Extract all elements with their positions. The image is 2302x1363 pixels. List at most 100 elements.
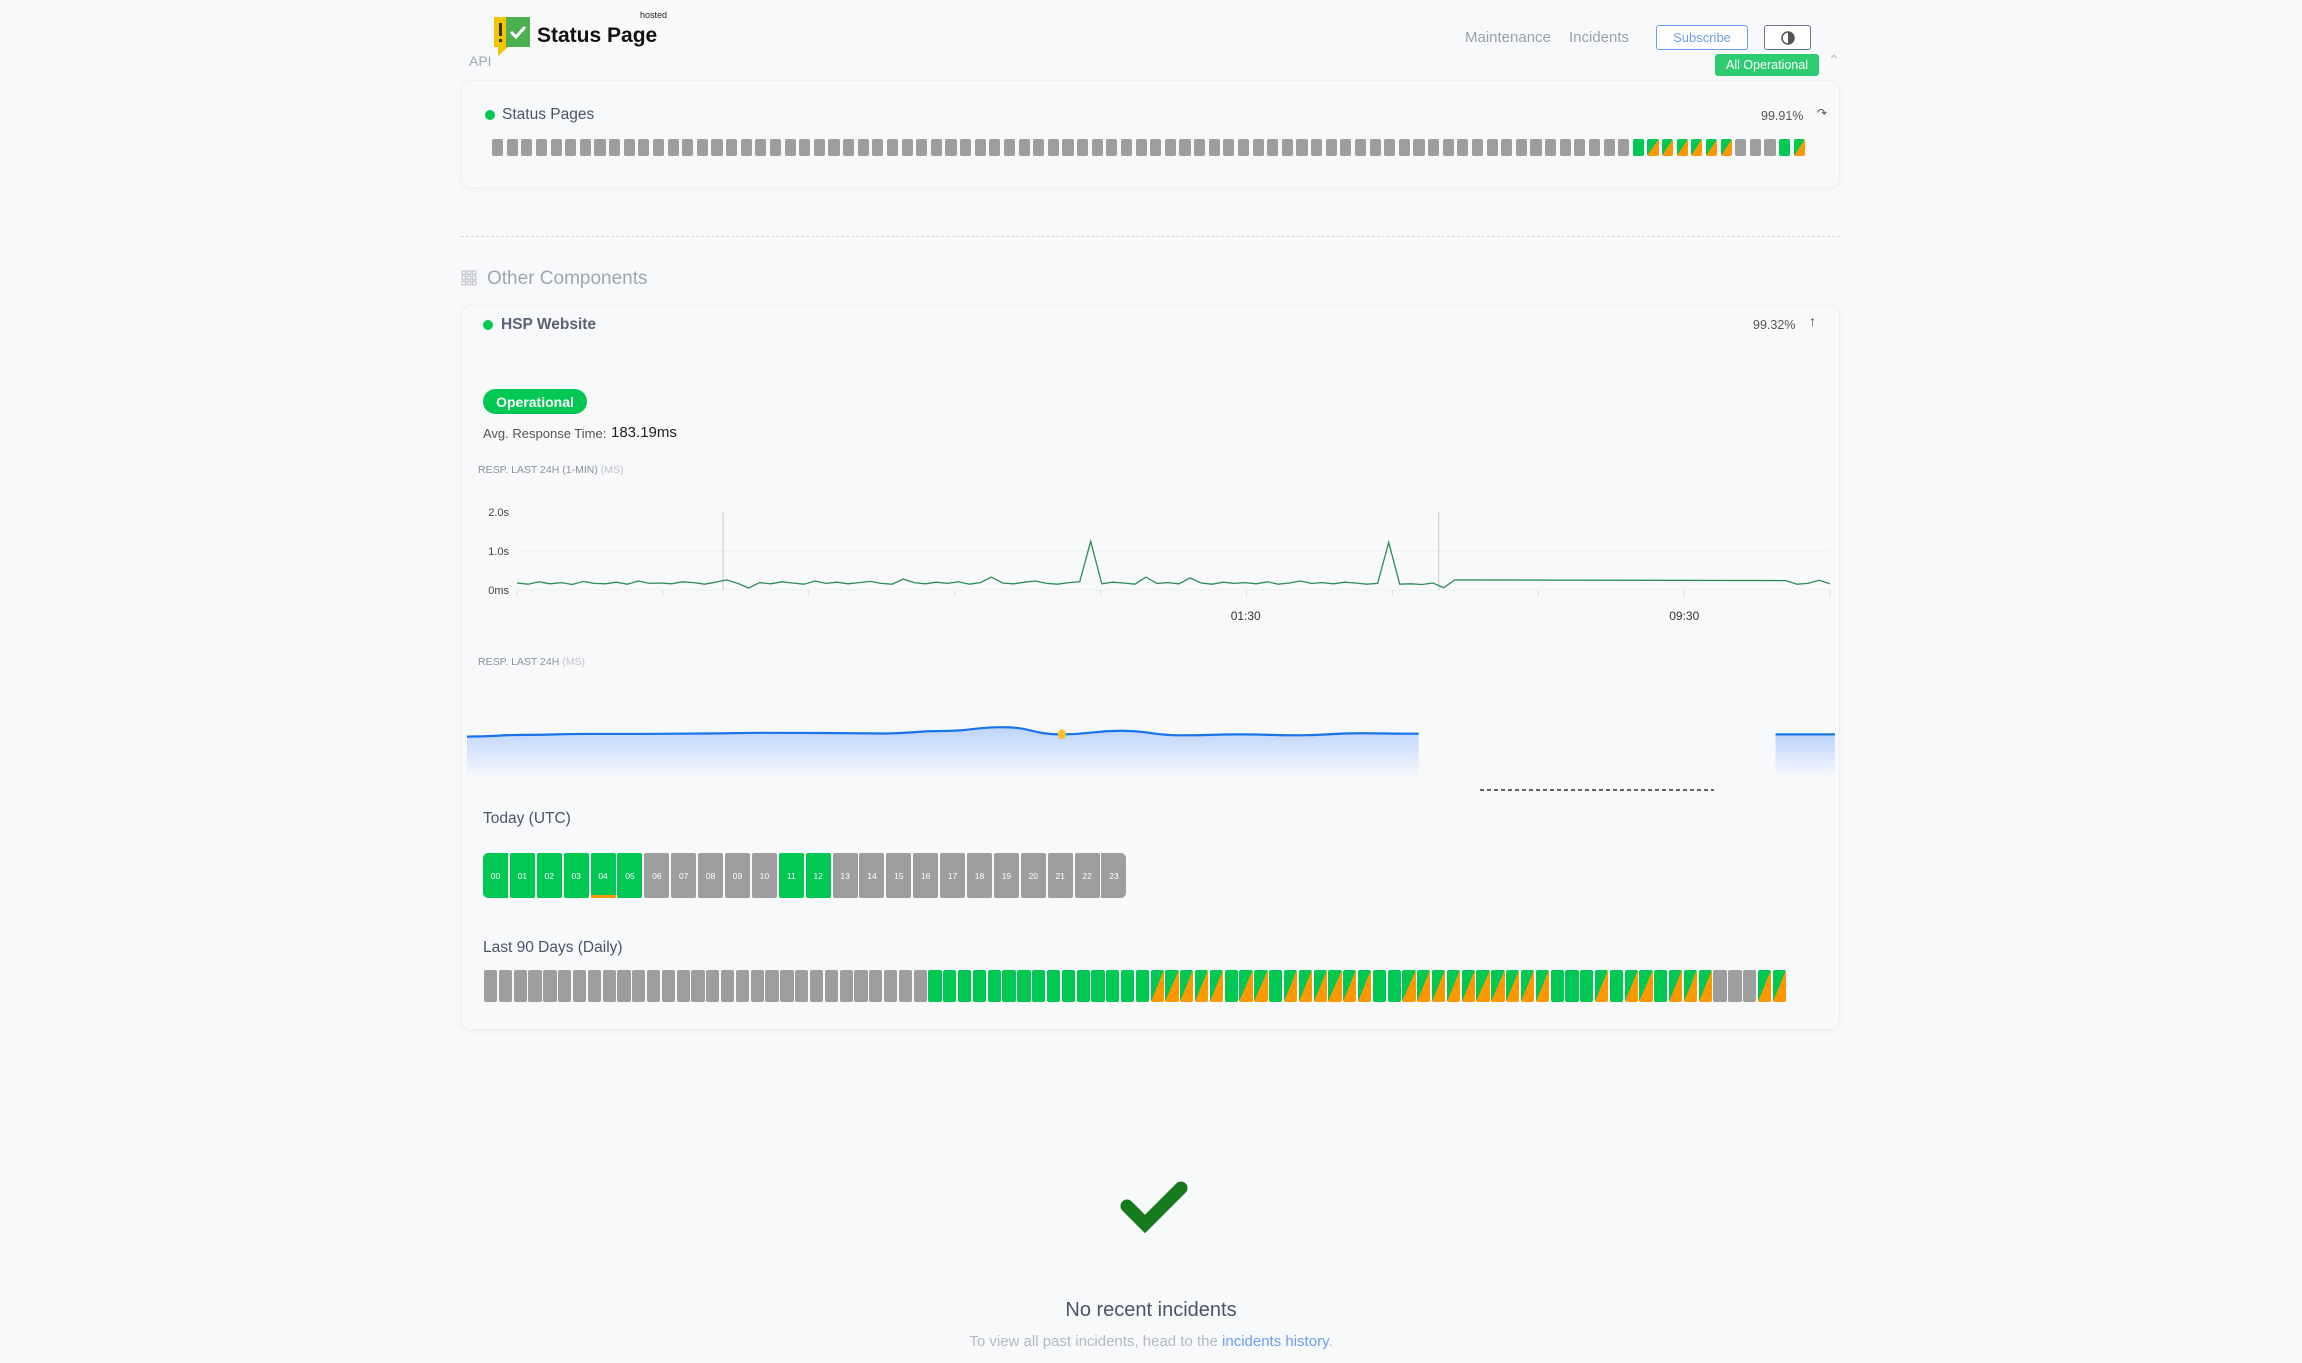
hour-cell[interactable]: 18 <box>967 853 993 898</box>
uptime-day-cell[interactable] <box>1150 970 1164 1002</box>
response-time-chart[interactable]: 0ms 1.0s 2.0s 01:30 09:30 <box>470 495 1840 620</box>
uptime-day-cell[interactable] <box>1530 139 1542 156</box>
uptime-day-cell[interactable] <box>1683 970 1698 1002</box>
uptime-day-cell[interactable] <box>901 139 913 156</box>
hour-cell[interactable]: 02 <box>536 853 562 898</box>
uptime-day-cell[interactable] <box>602 970 616 1002</box>
uptime-day-cell[interactable] <box>1269 970 1283 1002</box>
uptime-day-cell[interactable] <box>726 139 738 156</box>
uptime-day-cell[interactable] <box>1062 139 1074 156</box>
uptime-day-cell[interactable] <box>913 970 927 1002</box>
uptime-day-cell[interactable] <box>928 970 942 1002</box>
uptime-day-cell[interactable] <box>1208 139 1220 156</box>
uptime-day-cell[interactable] <box>1618 139 1630 156</box>
uptime-day-cell[interactable] <box>646 970 661 1002</box>
uptime-day-cell[interactable] <box>1328 970 1342 1002</box>
uptime-day-cell[interactable] <box>1077 139 1089 156</box>
hour-cell[interactable]: 05 <box>617 853 643 898</box>
uptime-day-cell[interactable] <box>1691 139 1703 156</box>
uptime-day-cell[interactable] <box>1588 139 1601 156</box>
uptime-day-cell[interactable] <box>1574 139 1586 156</box>
uptime-day-cell[interactable] <box>1061 970 1075 1002</box>
uptime-day-cell[interactable] <box>1343 970 1357 1002</box>
uptime-day-cell[interactable] <box>1735 139 1747 156</box>
hour-cell[interactable]: 15 <box>886 853 912 898</box>
uptime-day-cell[interactable] <box>1135 139 1147 156</box>
uptime-day-cell[interactable] <box>857 139 869 156</box>
uptime-day-cell[interactable] <box>809 970 824 1002</box>
hour-cell[interactable]: 20 <box>1020 853 1046 898</box>
uptime-day-cell[interactable] <box>1654 970 1668 1002</box>
uptime-day-cell[interactable] <box>1520 970 1535 1002</box>
uptime-day-cell[interactable] <box>1720 139 1732 156</box>
uptime-day-cell[interactable] <box>1632 139 1644 156</box>
uptime-day-cell[interactable] <box>1372 970 1387 1002</box>
hour-cell[interactable]: 03 <box>563 853 589 898</box>
uptime-day-cell[interactable] <box>1002 970 1016 1002</box>
hour-cell[interactable]: 10 <box>751 853 777 898</box>
uptime-day-cell[interactable] <box>780 970 794 1002</box>
uptime-day-cell[interactable] <box>1639 970 1653 1002</box>
uptime-day-cell[interactable] <box>594 139 606 156</box>
uptime-day-cell[interactable] <box>513 970 527 1002</box>
uptime-day-cell[interactable] <box>691 970 705 1002</box>
uptime-day-cell[interactable] <box>1743 970 1757 1002</box>
uptime-day-cell[interactable] <box>1354 139 1367 156</box>
uptime-day-cell[interactable] <box>1313 970 1327 1002</box>
uptime-day-cell[interactable] <box>974 139 986 156</box>
uptime-day-cell[interactable] <box>886 139 899 156</box>
uptime-day-cell[interactable] <box>930 139 942 156</box>
uptime-day-cell[interactable] <box>498 970 513 1002</box>
uptime-day-cell[interactable] <box>1749 139 1761 156</box>
uptime-day-cell[interactable] <box>609 139 621 156</box>
uptime-day-cell[interactable] <box>1413 139 1425 156</box>
uptime-day-cell[interactable] <box>799 139 811 156</box>
uptime-day-cell[interactable] <box>1476 970 1490 1002</box>
hour-cell[interactable]: 23 <box>1101 853 1127 898</box>
uptime-day-cell[interactable] <box>1032 970 1046 1002</box>
hour-cell[interactable]: 17 <box>940 853 966 898</box>
uptime-day-cell[interactable] <box>1793 139 1805 156</box>
uptime-day-cell[interactable] <box>1662 139 1674 156</box>
uptime-day-cell[interactable] <box>638 139 650 156</box>
uptime-day-cell[interactable] <box>1325 139 1337 156</box>
uptime-day-cell[interactable] <box>1535 970 1549 1002</box>
subscribe-button[interactable]: Subscribe <box>1656 25 1748 50</box>
expand-icon[interactable]: ↷ <box>1817 106 1828 120</box>
uptime-day-cell[interactable] <box>1432 970 1446 1002</box>
uptime-day-cell[interactable] <box>1047 139 1059 156</box>
chevron-up-icon[interactable]: ⌃ <box>1828 52 1840 68</box>
uptime-day-cell[interactable] <box>1647 139 1659 156</box>
uptime-day-cell[interactable] <box>1486 139 1498 156</box>
uptime-day-cell[interactable] <box>558 970 572 1002</box>
theme-toggle-button[interactable] <box>1764 25 1811 50</box>
uptime-day-cell[interactable] <box>1387 970 1401 1002</box>
uptime-day-cell[interactable] <box>1296 139 1308 156</box>
uptime-day-cell[interactable] <box>1283 970 1298 1002</box>
uptime-day-cell[interactable] <box>1252 139 1264 156</box>
api-link[interactable]: API <box>469 53 492 69</box>
uptime-day-cell[interactable] <box>1506 970 1520 1002</box>
uptime-day-cell[interactable] <box>1106 970 1120 1002</box>
uptime-day-cell[interactable] <box>1501 139 1513 156</box>
uptime-day-cell[interactable] <box>1018 139 1030 156</box>
uptime-day-cell[interactable] <box>617 970 631 1002</box>
nav-maintenance[interactable]: Maintenance <box>1465 29 1551 46</box>
component-name[interactable]: HSP Website <box>501 316 597 333</box>
uptime-day-cell[interactable] <box>898 970 913 1002</box>
hour-cell[interactable]: 07 <box>671 853 697 898</box>
uptime-day-cell[interactable] <box>1340 139 1352 156</box>
uptime-day-cell[interactable] <box>1515 139 1527 156</box>
uptime-day-cell[interactable] <box>1076 970 1090 1002</box>
uptime-day-cell[interactable] <box>1194 139 1206 156</box>
uptime-day-cell[interactable] <box>721 970 735 1002</box>
uptime-day-cell[interactable] <box>1164 139 1176 156</box>
uptime-day-cell[interactable] <box>1209 970 1224 1002</box>
uptime-day-cell[interactable] <box>506 139 518 156</box>
uptime-day-cell[interactable] <box>1713 970 1727 1002</box>
uptime-day-cell[interactable] <box>828 139 840 156</box>
uptime-day-cell[interactable] <box>661 970 676 1002</box>
hour-cell[interactable]: 08 <box>698 853 724 898</box>
uptime-day-cell[interactable] <box>943 970 957 1002</box>
hour-cell[interactable]: 06 <box>644 853 670 898</box>
